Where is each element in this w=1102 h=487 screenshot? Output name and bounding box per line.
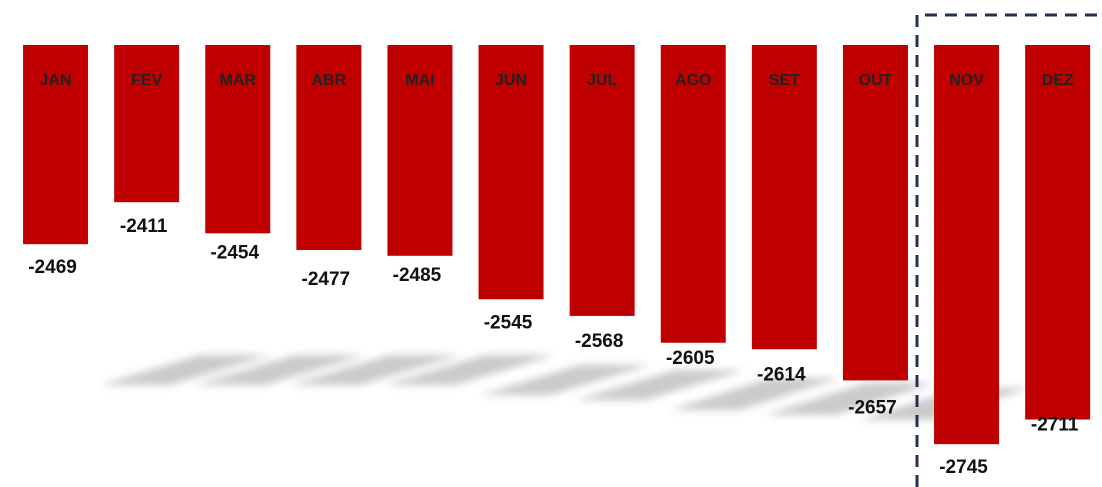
bar xyxy=(569,45,635,316)
bar xyxy=(296,45,362,251)
bar xyxy=(114,45,180,203)
value-label: -2745 xyxy=(939,457,988,478)
bar xyxy=(751,45,817,350)
category-label: SET xyxy=(769,72,800,89)
category-label: AGO xyxy=(675,72,711,89)
bar xyxy=(660,45,726,343)
category-label: JAN xyxy=(40,72,72,89)
bar xyxy=(478,45,544,300)
bar xyxy=(1025,45,1091,420)
value-label: -2477 xyxy=(302,269,351,290)
bar xyxy=(205,45,271,234)
bar xyxy=(387,45,453,256)
category-label: MAI xyxy=(405,72,434,89)
value-label: -2485 xyxy=(393,265,442,286)
category-label: MAR xyxy=(220,72,257,89)
value-label: -2454 xyxy=(210,242,259,263)
bar xyxy=(23,45,89,245)
bar xyxy=(934,45,1000,445)
category-label: DEZ xyxy=(1042,72,1074,89)
category-label: ABR xyxy=(312,72,347,89)
value-label: -2469 xyxy=(28,257,77,278)
category-label: OUT xyxy=(859,72,893,89)
value-label: -2657 xyxy=(848,397,897,418)
value-label: -2711 xyxy=(1031,415,1079,436)
value-label: -2614 xyxy=(757,364,806,385)
value-label: -2568 xyxy=(575,331,624,352)
highlight-box xyxy=(915,13,1102,487)
category-label: NOV xyxy=(949,72,984,89)
value-label: -2605 xyxy=(666,348,715,369)
value-label: -2411 xyxy=(120,216,168,237)
category-label: JUL xyxy=(587,72,617,89)
bar xyxy=(842,45,908,381)
value-label: -2545 xyxy=(484,312,533,333)
category-label: JUN xyxy=(495,72,527,89)
category-label: FEV xyxy=(131,72,162,89)
